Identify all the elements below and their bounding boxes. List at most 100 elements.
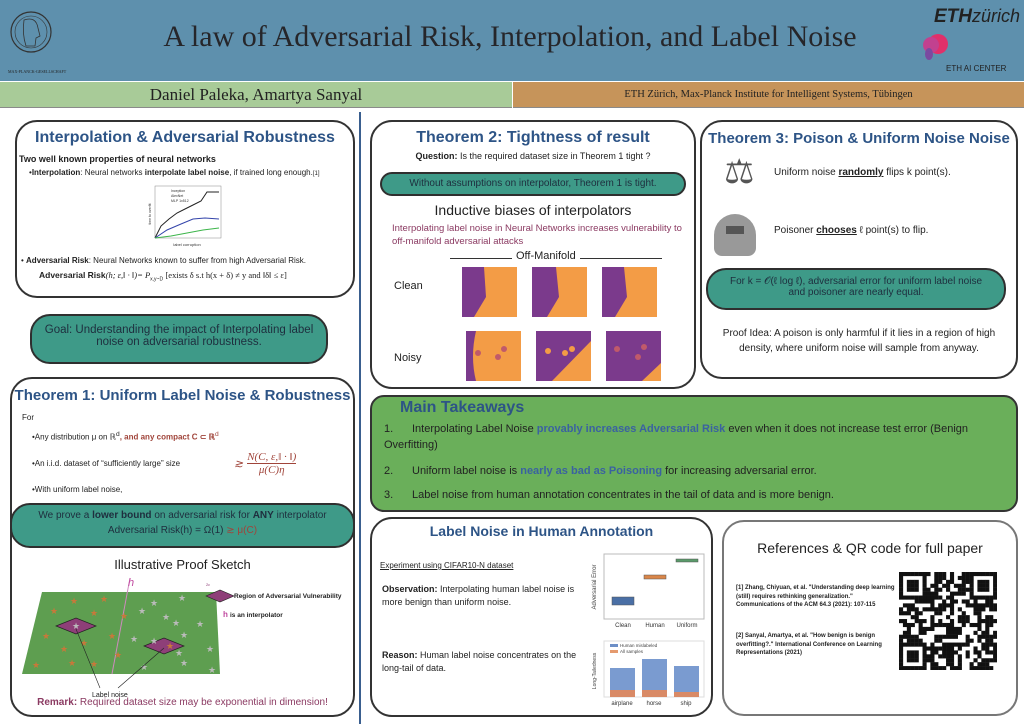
vulnerability-region [143,637,185,655]
svg-text:★: ★ [50,606,58,616]
noisy-row-label: Noisy [394,352,422,364]
subheading: Inductive biases of interpolators [434,202,632,218]
clean-row-label: Clean [394,280,423,292]
svg-text:★: ★ [100,594,108,604]
section-title: Theorem 2: Tightness of result [416,129,650,146]
bullet-text: , if trained long enough. [229,168,313,177]
section-title: Theorem 3: Poison & Uniform Noise Noise [708,130,1010,147]
section-title: Theorem 1: Uniform Label Noise & Robustn… [14,387,351,404]
approx-sign: ≳ [234,458,244,470]
denominator: μ(C)η [258,464,285,476]
svg-text:★: ★ [114,650,122,660]
bar-legend: All samples [620,649,644,654]
t: Human label noise concentrates on the lo… [382,650,577,673]
svg-text:★: ★ [32,660,40,670]
bar-cat: ship [680,701,692,707]
svg-text:★: ★ [206,644,214,654]
legend-alexnet: AlexNet [171,194,183,198]
intro-text: Two well known properties of neural netw… [19,154,216,164]
poison-equivalence-callout: For k = 𝒪(ℓ log ℓ), adversarial error fo… [706,268,1006,310]
adv-risk-formula: Adversarial Risk(h; ε,‖ · ‖)= Px,y~D [ex… [39,270,287,283]
question-text: Is the required dataset size in Theorem … [457,151,651,161]
takeaway-item: 1. Interpolating Label Noise provably inc… [384,421,1016,453]
sup: d [116,431,120,438]
lady-justice-icon: ⚖ [724,153,755,191]
t: Interpolating human label noise is more … [382,584,575,607]
theorem1-section: Theorem 1: Uniform Label Noise & Robustn… [10,377,355,717]
t: Uniform label noise is [412,465,521,477]
svg-text:★: ★ [68,658,76,668]
t: ANY [252,510,274,521]
observation: Observation: Interpolating human label n… [382,583,587,609]
reference-2: [2] Sanyal, Amartya, et al. "How benign … [736,633,882,656]
human-annotation-section: Label Noise in Human Annotation Experime… [370,517,713,717]
n: 1. [384,423,394,435]
bullet-label: Adversarial Risk [26,256,89,265]
poisoner-line: Poisoner chooses ℓ point(s) to flip. [774,225,928,236]
legend-interp-label: is an interpolator [230,612,283,619]
box-uniform [675,558,699,563]
noisy-plot-1 [466,331,521,381]
bullet-text: : Neural networks [80,168,145,177]
experiment-label: Experiment using CIFAR10-N dataset [380,561,514,570]
qr-code[interactable] [899,572,997,670]
label-noise-annotation: Label noise [92,692,128,699]
t: Observation: [382,584,438,594]
main-takeaways-section: Main Takeaways 1. Interpolating Label Noi… [370,395,1018,512]
y-axis-label: time to overfit [148,203,152,224]
t: ℓ point(s) to flip. [856,225,929,236]
legend-h: h [223,610,228,619]
t: Interpolating Label Noise [412,423,537,435]
question-label: Question: [415,151,458,161]
t: flips k point(s). [883,167,951,178]
noisy-plot-3 [606,331,661,381]
svg-text:★: ★ [108,631,116,641]
description: Interpolating label noise in Neural Netw… [392,223,682,247]
box-cat: Uniform [676,623,697,629]
legend-region-icon [205,589,235,603]
n: 3. [384,489,394,501]
alexnet-line [154,227,220,239]
remark-label: Remark: [37,697,78,708]
citation-link[interactable]: [1] [312,171,320,177]
affiliation: ETH Zürich, Max-Planck Institute for Int… [513,82,1024,108]
orange-stars: ★ ★★ ★ ★★★★★★★ ★★★ [32,594,174,670]
x-axis-label: label corruption [173,242,200,247]
clean-plot-1 [462,267,517,317]
poster-title: A law of Adversarial Risk, Interpolation… [163,20,857,53]
box-cat: Clean [615,623,631,629]
max-planck-logo: MAX-PLANCK-GESELLSCHAFT [8,6,67,74]
section-title: Label Noise in Human Annotation [429,523,654,539]
t: on adversarial risk for [151,510,253,521]
svg-text:★: ★ [172,618,180,628]
authors: Daniel Paleka, Amartya Sanyal [0,82,512,108]
t: interpolator [273,510,327,521]
bullet-text: : Neural Networks known to suffer from h… [88,256,307,265]
svg-text:★: ★ [70,596,78,606]
bar-ship [674,666,699,697]
t: Reason: [382,650,418,660]
adv-risk-bullet: • Adversarial Risk: Neural Networks know… [21,256,307,265]
ai-center-label: ETH AI CENTER [946,64,1007,73]
t: even when it does not increase test erro… [384,423,969,451]
ai-center-logo-icon [920,32,950,67]
box-clean [611,596,635,606]
svg-text:★: ★ [42,631,50,641]
human-noise-figures: Adversarial Error Clean Human Uniform Hu… [592,553,705,707]
max-planck-text: MAX-PLANCK-GESELLSCHAFT [8,69,67,74]
lower-bound-callout: We prove a lower bound on adversarial ri… [10,503,355,548]
bullet-bold: interpolate label noise [144,168,230,177]
svg-text:★: ★ [140,662,148,672]
eth-logo-text: ETH [933,6,972,27]
svg-text:★: ★ [208,665,216,675]
remark: Remark: Required dataset size may be exp… [12,697,353,708]
decision-boundary-plots [462,267,661,381]
svg-text:★: ★ [166,641,174,651]
t: Uniform noise [774,167,839,178]
svg-text:★: ★ [80,638,88,648]
question: Question: Is the required dataset size i… [372,151,694,161]
legend-mlp: MLP 1x512 [171,199,189,203]
box-ylabel: Adversarial Error [592,564,598,609]
reference-1: [1] Zhang, Chiyuan, et al. "Understandin… [736,585,895,608]
clean-plot-3 [602,267,657,317]
